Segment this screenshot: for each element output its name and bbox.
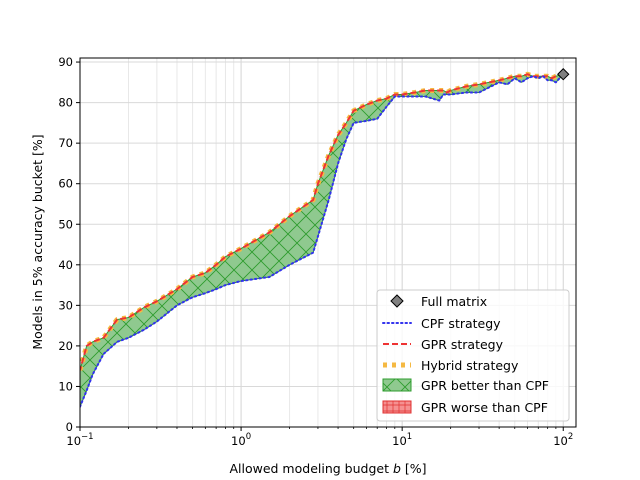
legend-item-gpr: GPR strategy [383,337,504,352]
full-matrix-marker [557,68,570,81]
x-axis-label: Allowed modeling budget b [%] [229,461,426,476]
legend-label-full: Full matrix [421,294,487,309]
y-tick-label: 90 [58,55,73,69]
legend-item-full: Full matrix [390,294,487,309]
x-tick-label: 101 [392,432,412,448]
markers [557,68,570,81]
y-tick-label: 60 [58,177,73,191]
legend-label-gpr: GPR strategy [421,337,504,352]
y-axis-label: Models in 5% accuracy bucket [%] [30,134,45,349]
y-tick-label: 20 [58,339,73,353]
x-tick-label: 10−1 [66,432,93,448]
legend-label-cpf: CPF strategy [421,316,501,331]
y-tick-label: 70 [58,136,73,150]
legend-item-better: GPR better than CPF [382,378,549,393]
x-tick-label: 100 [231,432,251,448]
y-tick-label: 80 [58,96,73,110]
series-line-gpr [80,73,564,371]
y-tick-label: 0 [66,420,73,434]
y-tick-label: 30 [58,298,73,312]
series-line-cpf [80,73,565,408]
legend-label-better: GPR better than CPF [421,378,549,393]
legend-label-worse: GPR worse than CPF [421,400,548,415]
y-tick-label: 50 [58,217,73,231]
x-tick-label: 102 [553,432,573,448]
legend-diamond-icon [390,294,404,308]
series-lines [80,71,565,408]
legend-frame [376,289,570,422]
y-tick-label: 10 [58,379,73,393]
plot-frame [79,57,577,428]
legend: Full matrix CPF strategy GPR strategy Hy… [376,289,570,422]
legend-item-worse: GPR worse than CPF [382,400,548,415]
y-tick-label: 40 [58,258,73,272]
legend-item-hybrid: Hybrid strategy [383,358,519,373]
legend-label-hybrid: Hybrid strategy [421,358,519,373]
legend-item-cpf: CPF strategy [382,316,501,331]
